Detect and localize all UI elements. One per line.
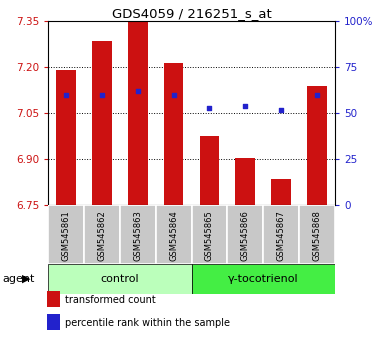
Text: γ-tocotrienol: γ-tocotrienol	[228, 274, 298, 284]
Bar	[156, 205, 192, 264]
Bar	[192, 205, 228, 264]
Bar	[48, 264, 192, 294]
Text: transformed count: transformed count	[65, 295, 156, 305]
Text: percentile rank within the sample: percentile rank within the sample	[65, 318, 230, 328]
Text: GSM545867: GSM545867	[277, 210, 286, 261]
Text: GSM545868: GSM545868	[313, 210, 321, 261]
Text: ▶: ▶	[22, 274, 31, 284]
Point	[278, 107, 284, 113]
Point	[314, 92, 320, 98]
Point	[63, 92, 69, 98]
Bar	[236, 158, 255, 205]
Bar	[192, 264, 335, 294]
Text: GSM545864: GSM545864	[169, 210, 178, 261]
Bar	[228, 205, 263, 264]
Bar	[299, 205, 335, 264]
Bar	[84, 205, 120, 264]
Title: GDS4059 / 216251_s_at: GDS4059 / 216251_s_at	[112, 7, 271, 20]
Bar	[263, 205, 299, 264]
Point	[206, 105, 213, 110]
Text: GSM545861: GSM545861	[62, 210, 70, 261]
Bar	[199, 136, 219, 205]
Bar	[128, 22, 147, 205]
Bar	[47, 314, 60, 331]
Bar	[47, 291, 60, 307]
Bar	[164, 63, 184, 205]
Point	[99, 92, 105, 98]
Bar	[92, 41, 112, 205]
Bar	[48, 205, 84, 264]
Bar	[307, 86, 327, 205]
Point	[242, 103, 248, 109]
Text: GSM545863: GSM545863	[133, 210, 142, 261]
Text: GSM545866: GSM545866	[241, 210, 250, 261]
Text: control: control	[100, 274, 139, 284]
Bar	[271, 179, 291, 205]
Text: GSM545865: GSM545865	[205, 210, 214, 261]
Point	[135, 88, 141, 94]
Text: GSM545862: GSM545862	[97, 210, 106, 261]
Point	[171, 92, 177, 98]
Bar	[120, 205, 156, 264]
Text: agent: agent	[2, 274, 34, 284]
Bar	[56, 70, 76, 205]
